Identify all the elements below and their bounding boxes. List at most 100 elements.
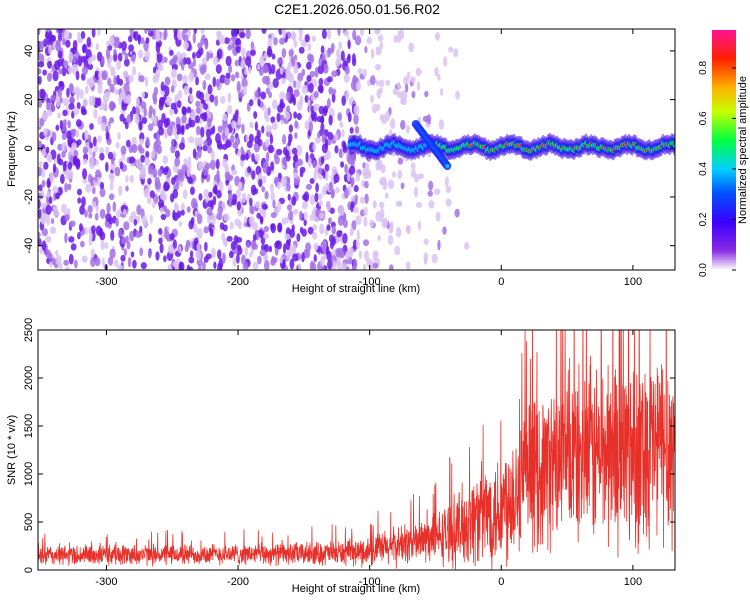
spectrogram-cell: [296, 144, 303, 156]
spectrogram-cell: [68, 253, 74, 265]
spectrogram-cell: [249, 121, 254, 129]
spectrogram-cell: [155, 42, 161, 53]
spectrogram-cell: [235, 136, 241, 146]
spectrogram-cell: [154, 180, 161, 190]
spectrogram-cell: [120, 236, 128, 245]
spectrogram-cell: [347, 157, 354, 165]
spectrogram-cell: [346, 172, 351, 182]
spectrogram-cell: [234, 59, 240, 67]
spectrogram-cell: [292, 154, 298, 163]
spectrogram-cell: [61, 150, 66, 158]
spectrogram-cell: [375, 46, 380, 56]
spectrogram-cell: [231, 169, 238, 176]
spectrogram-cell: [66, 87, 70, 98]
spectrogram-cell: [200, 126, 205, 138]
spectrogram-cell: [68, 103, 75, 110]
spectrogram-cell: [218, 257, 224, 269]
spectrogram-cell: [352, 239, 358, 251]
spectrogram-cell: [235, 46, 241, 54]
spectrogram-cell: [152, 201, 156, 209]
spectrogram-cell: [298, 35, 303, 42]
snr-x-axis-label: Height of straight line (km): [292, 583, 420, 595]
spectrogram-cell: [248, 133, 254, 143]
spectrogram-cell: [230, 241, 237, 251]
spectrogram-cell: [58, 158, 64, 166]
spectrogram-cell: [308, 82, 314, 93]
spectrogram-cell: [288, 124, 293, 133]
colorbar-ticks: 0.0 0.2 0.4 0.6 0.8: [698, 61, 736, 277]
spectrogram-cell: [107, 61, 112, 69]
spectrogram-cell: [79, 240, 85, 248]
spectrogram-cell: [38, 166, 43, 177]
snr-y-tick-label: 2500: [23, 318, 35, 342]
spectrogram-cell: [309, 214, 314, 222]
spectrogram-cell: [183, 85, 190, 96]
spectrogram-cell: [64, 232, 68, 244]
spectrogram-cell: [331, 225, 336, 235]
spectrogram-cell: [119, 91, 125, 100]
spectrogram-cell: [363, 250, 370, 261]
spectrogram-cell: [62, 161, 67, 172]
spectrogram-cell: [55, 249, 59, 257]
spectrogram-cell: [178, 245, 182, 254]
spectrogram-cell: [187, 156, 192, 166]
spectrogram-cell: [434, 32, 440, 41]
spectrogram-cell: [109, 173, 115, 183]
spectrogram-cell: [88, 56, 93, 66]
spectrogram-cell: [139, 120, 143, 131]
spectrogram-cell: [144, 157, 150, 167]
spectrogram-cell: [228, 192, 233, 204]
spectrogram-cell: [352, 29, 357, 41]
spectrogram-cell: [62, 97, 70, 107]
spectrogram-cell: [308, 157, 312, 168]
spectrogram-cell: [203, 256, 209, 263]
spectrogram-cell: [330, 188, 336, 197]
spectrogram-cell: [90, 256, 96, 268]
spectrogram-cell: [128, 144, 134, 154]
spectrogram-cell: [113, 259, 119, 268]
spectrogram-cell: [377, 34, 384, 42]
spectrogram-cell: [353, 185, 359, 193]
spectrogram-cell: [249, 197, 253, 207]
spectrogram-cell: [204, 241, 208, 252]
spectrogram-cell: [69, 95, 75, 105]
spectrogram-cell: [183, 57, 187, 65]
snr-y-tick-label: 1500: [23, 414, 35, 438]
spectrogram-cell: [99, 152, 105, 161]
spectrogram-cell: [341, 95, 347, 106]
spectrogram-cell: [112, 201, 117, 212]
spectrogram-cell: [272, 199, 276, 209]
spectrogram-cell: [265, 115, 270, 123]
spectrogram-cell: [455, 90, 460, 100]
spectrogram-cell: [378, 79, 385, 88]
spectrogram-cell: [315, 182, 319, 193]
spectrogram-cell: [215, 39, 220, 46]
spectrogram-cell: [209, 159, 216, 170]
spectrogram-cell: [41, 228, 48, 237]
spectrogram-cell: [337, 112, 343, 122]
spectrogram-cell: [84, 209, 88, 218]
spectrogram-cell: [294, 120, 299, 129]
spectrogram-cell: [262, 209, 267, 219]
spectrogram-x-tick-label: -300: [95, 276, 117, 288]
spectrogram-cell: [204, 39, 209, 50]
spectrogram-cell: [370, 94, 375, 104]
spectrogram-cell: [338, 205, 345, 217]
spectrogram-cell: [204, 91, 211, 103]
spectrogram-y-tick-label: -20: [23, 189, 35, 205]
spectrogram-cell: [189, 186, 195, 196]
spectrogram-cell: [199, 65, 206, 76]
spectrogram-cell: [317, 193, 323, 200]
spectrogram-cell: [317, 167, 323, 174]
spectrogram-cell: [82, 44, 86, 54]
spectrogram-cell: [281, 48, 287, 58]
spectrogram-cell: [309, 70, 316, 78]
spectrogram-cell: [105, 48, 111, 60]
spectrogram-cell: [237, 149, 242, 157]
spectrogram-cell: [374, 63, 382, 71]
spectrogram-cell: [218, 34, 226, 45]
spectrogram-cell: [287, 61, 292, 69]
spectrogram-cell: [50, 94, 57, 101]
spectrogram-cell: [158, 101, 164, 111]
spectrogram-cell: [249, 99, 254, 107]
